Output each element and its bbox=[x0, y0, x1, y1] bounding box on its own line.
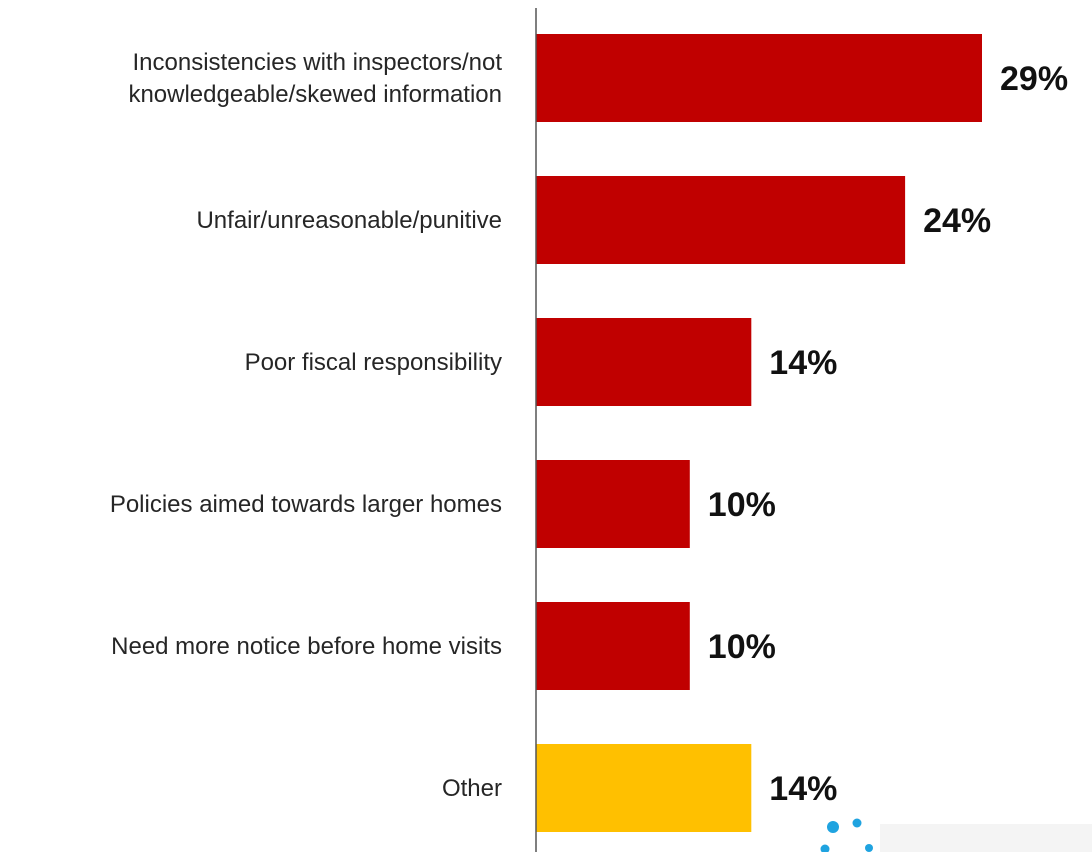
logo-dot-4 bbox=[865, 844, 873, 852]
logo-dots bbox=[820, 818, 873, 852]
logo-dot-1 bbox=[827, 821, 839, 833]
value-label-5: 10% bbox=[708, 628, 776, 666]
category-label-1-line-2: knowledgeable/skewed information bbox=[128, 81, 502, 108]
logo-dot-2 bbox=[852, 818, 862, 828]
value-label-1: 29% bbox=[1000, 60, 1068, 98]
value-label-4: 10% bbox=[708, 486, 776, 524]
bars-group bbox=[536, 34, 982, 832]
bar-4 bbox=[536, 460, 690, 548]
category-label-5: Need more notice before home visits bbox=[111, 633, 502, 660]
category-label-2: Unfair/unreasonable/punitive bbox=[196, 207, 502, 234]
value-labels-group: 29% 24% 14% 10% 10% 14% bbox=[708, 60, 1068, 808]
bar-6 bbox=[536, 744, 752, 832]
category-label-6: Other bbox=[442, 775, 502, 802]
bar-2 bbox=[536, 176, 906, 264]
logo-dot-3 bbox=[820, 844, 830, 852]
bar-5 bbox=[536, 602, 690, 690]
category-label-4: Policies aimed towards larger homes bbox=[110, 491, 502, 518]
value-label-2: 24% bbox=[923, 202, 991, 240]
category-labels-group: Inconsistencies with inspectors/not knowl… bbox=[110, 49, 503, 802]
category-label-1-line-1: Inconsistencies with inspectors/not bbox=[132, 49, 502, 76]
category-label-3: Poor fiscal responsibility bbox=[245, 349, 502, 376]
value-label-3: 14% bbox=[769, 344, 837, 382]
corner-panel bbox=[880, 824, 1092, 852]
bar-3 bbox=[536, 318, 752, 406]
bar-1 bbox=[536, 34, 982, 122]
value-label-6: 14% bbox=[769, 770, 837, 808]
